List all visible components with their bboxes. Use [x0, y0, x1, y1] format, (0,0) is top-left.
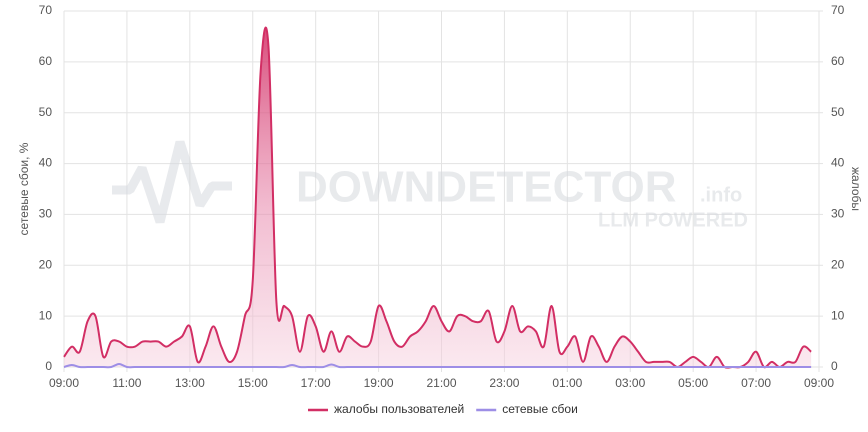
y-tick-label: 40: [39, 156, 53, 170]
x-tick-label: 05:00: [678, 376, 708, 390]
y2-tick-label: 40: [831, 156, 845, 170]
y-tick-label: 60: [39, 54, 53, 68]
y2-tick-label: 50: [831, 105, 845, 119]
x-tick-label: 15:00: [238, 376, 268, 390]
x-tick-label: 17:00: [301, 376, 331, 390]
y2-tick-label: 0: [831, 359, 838, 373]
watermark-tagline: LLM POWERED: [598, 209, 748, 231]
x-tick-label: 11:00: [112, 376, 141, 390]
y2-axis-label: жалобы: [849, 167, 863, 211]
x-tick-label: 13:00: [175, 376, 205, 390]
y-tick-label: 70: [39, 3, 53, 17]
x-tick-label: 19:00: [364, 376, 394, 390]
y2-tick-label: 30: [831, 207, 845, 221]
watermark-text: DOWNDETECTOR: [296, 163, 677, 212]
watermark-suffix: .info: [700, 184, 742, 206]
watermark-logo: [112, 140, 232, 224]
y2-tick-label: 10: [831, 308, 845, 322]
legend-label: сетевые сбои: [502, 402, 578, 416]
y-tick-label: 50: [39, 105, 53, 119]
y-tick-label: 30: [39, 207, 53, 221]
y2-tick-label: 60: [831, 54, 845, 68]
line: [63, 26, 812, 369]
x-tick-label: 09:00: [804, 376, 834, 390]
x-tick-label: 07:00: [741, 376, 771, 390]
legend-label: жалобы пользователей: [334, 402, 464, 416]
x-tick-label: 03:00: [615, 376, 645, 390]
line: [63, 362, 812, 369]
y-axis-label: сетевые сбои, %: [17, 142, 31, 235]
y-tick-label: 10: [39, 308, 53, 322]
y2-tick-label: 70: [831, 3, 845, 17]
plot: [63, 26, 812, 369]
watermark: DOWNDETECTOR .info LLM POWERED: [112, 140, 748, 231]
y2-tick-label: 20: [831, 257, 845, 271]
legend: жалобы пользователей сетевые сбои: [308, 402, 578, 416]
x-tick-label: 23:00: [489, 376, 519, 390]
y-tick-label: 0: [45, 359, 52, 373]
x-tick-label: 09:00: [49, 376, 79, 390]
grid: 0 10 20 30 40 50 60 70 0 10 20 30 40 50 60 70 09:00 11:00…: [39, 3, 845, 390]
x-tick-label: 21:00: [426, 376, 456, 390]
x-tick-label: 01:00: [552, 376, 582, 390]
y-tick-label: 20: [39, 257, 53, 271]
